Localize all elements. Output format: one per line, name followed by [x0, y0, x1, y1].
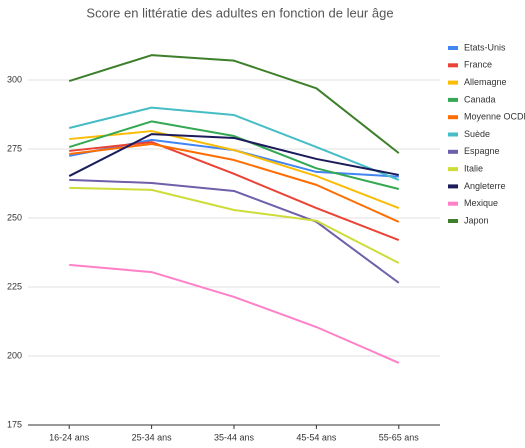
line: [69, 186, 400, 264]
y-tick-label: 225: [7, 281, 22, 291]
legend-swatch: [448, 115, 458, 120]
line: [68, 54, 400, 154]
legend-swatch: [448, 149, 458, 154]
legend-label: Moyenne OCDE: [464, 112, 525, 122]
x-tick-label: 35-44 ans: [214, 432, 255, 442]
legend-swatch: [448, 63, 458, 68]
legend-swatch: [448, 97, 458, 102]
legend-label: Canada: [464, 94, 496, 104]
y-tick-label: 250: [7, 212, 22, 222]
legend-label: Italie: [464, 163, 483, 173]
legend-swatch: [448, 219, 458, 223]
legend-swatch: [448, 132, 458, 137]
x-tick-label: 16-24 ans: [49, 432, 90, 442]
chart-title: Score en littératie des adultes en fonct…: [86, 5, 393, 20]
x-tick-label: 45-54 ans: [296, 432, 337, 442]
legend-label: Suède: [464, 129, 490, 139]
y-tick-label: 275: [7, 143, 22, 153]
line: [69, 141, 400, 242]
legend-label: Mexique: [464, 198, 498, 208]
legend-label: Japon: [464, 215, 489, 225]
legend-swatch: [448, 184, 458, 189]
line: [69, 178, 400, 284]
legend-label: Espagne: [464, 146, 500, 156]
legend-swatch: [448, 167, 458, 172]
legend-label: Etats-Unis: [464, 42, 506, 52]
legend-label: Allemagne: [464, 77, 507, 87]
line: [69, 263, 400, 364]
line: [68, 133, 399, 177]
legend-label: Angleterre: [464, 181, 506, 191]
legend-label: France: [464, 60, 492, 70]
y-tick-label: 300: [7, 74, 22, 84]
y-tick-label: 175: [7, 419, 22, 429]
legend-swatch: [448, 201, 458, 206]
legend-swatch: [448, 46, 458, 50]
x-tick-label: 55-65 ans: [379, 432, 420, 442]
line: [68, 106, 400, 181]
line: [69, 130, 400, 209]
line: [68, 120, 400, 190]
x-tick-label: 25-34 ans: [132, 432, 173, 442]
y-tick-label: 200: [7, 350, 22, 360]
legend-swatch: [448, 80, 458, 85]
